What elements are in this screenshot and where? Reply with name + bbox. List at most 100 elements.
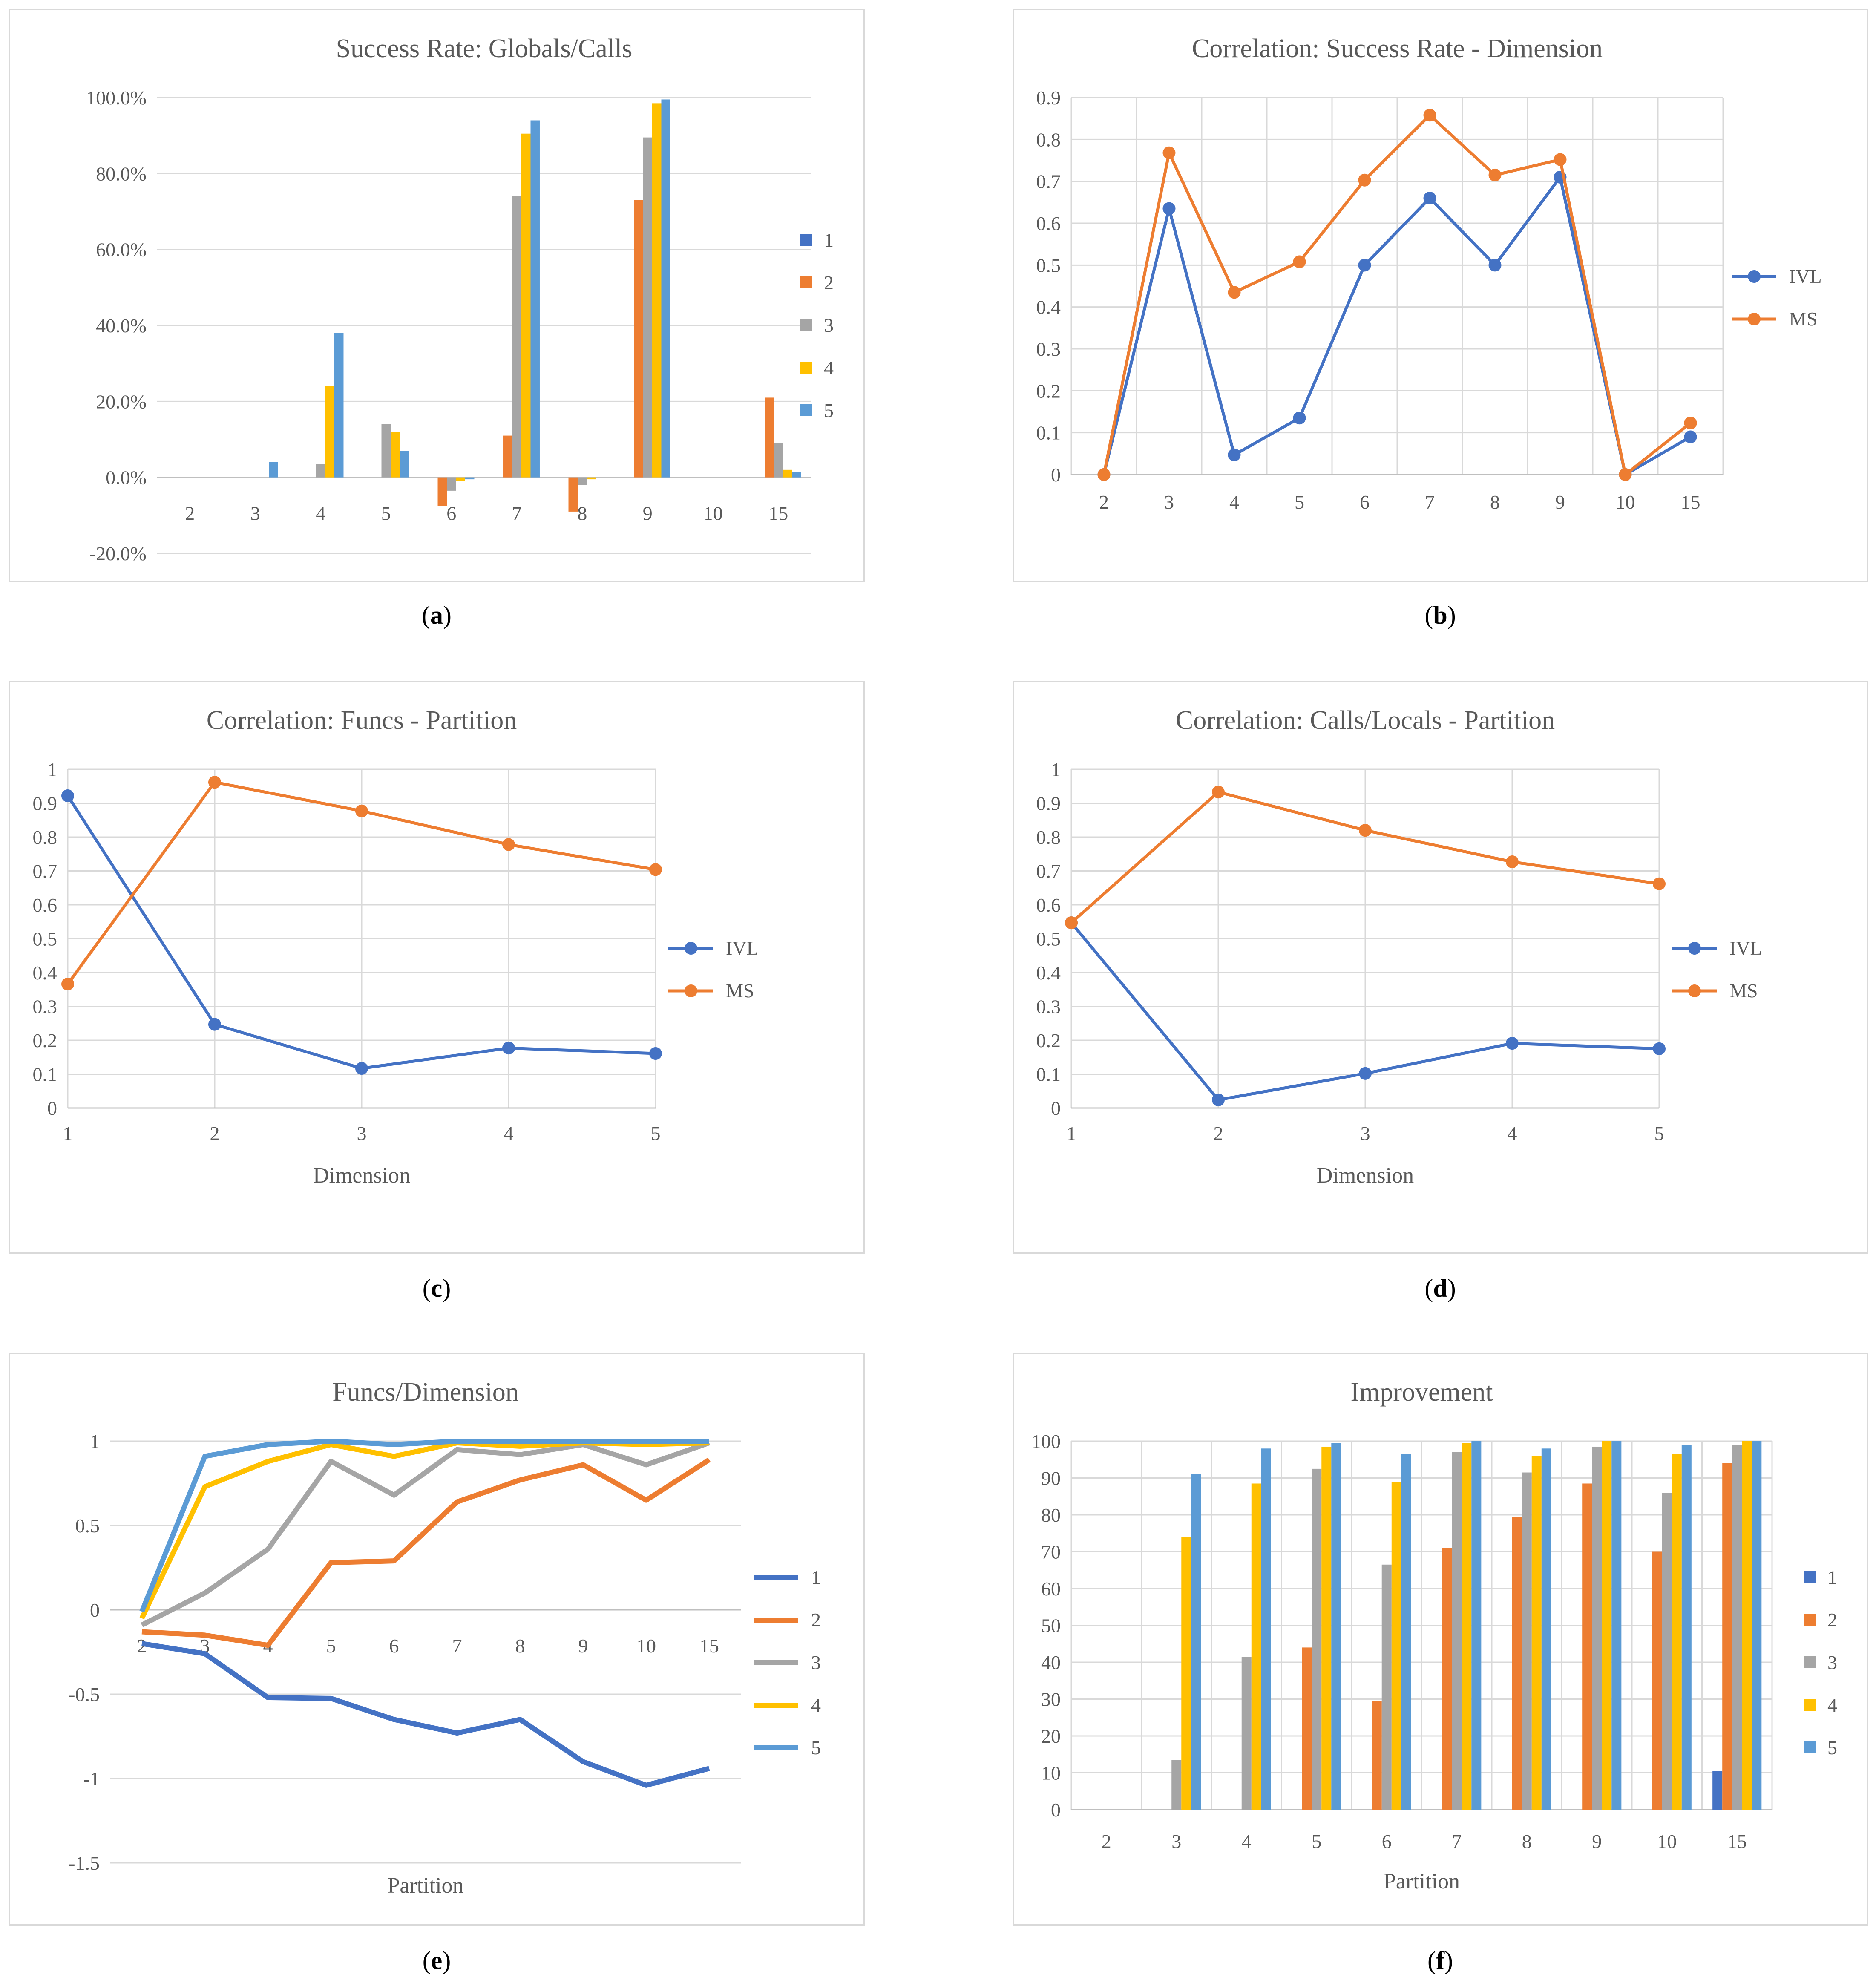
x-axis-title: Dimension (1317, 1163, 1414, 1188)
bar (447, 477, 456, 491)
data-point (355, 804, 368, 817)
bar (325, 386, 334, 478)
caption-d: (d) (1424, 1274, 1456, 1302)
legend-label: MS (726, 980, 754, 1002)
bar (1672, 1454, 1682, 1810)
x-tick-label: 1 (1067, 1123, 1076, 1144)
bar (437, 477, 447, 506)
y-tick-label: 0.8 (33, 826, 58, 848)
bar (643, 137, 652, 478)
chart-panel-c: Correlation: Funcs - Partition 0 0.1 0.2 0.3… (9, 681, 865, 1254)
bar (1662, 1493, 1672, 1810)
bar (1191, 1474, 1201, 1810)
legend-label: 5 (811, 1737, 821, 1759)
y-tick-label: 0.1 (1036, 422, 1061, 444)
x-tick-label: 10 (703, 503, 723, 524)
y-tick-label: 20 (1041, 1725, 1061, 1747)
data-point (1359, 1067, 1372, 1080)
y-tick-label: 100.0% (86, 87, 147, 109)
data-point (1358, 173, 1371, 187)
x-tick-label: 5 (326, 1635, 336, 1657)
y-tick-label: 40 (1041, 1652, 1061, 1673)
x-axis-title: Partition (387, 1874, 463, 1898)
y-tick-label: 0.0% (106, 467, 147, 489)
x-tick-label: 6 (446, 503, 456, 524)
bar (1401, 1454, 1411, 1810)
chart-c-svg: Correlation: Funcs - Partition 0 0.1 0.2 0.3… (33, 706, 759, 1188)
bar (1381, 1564, 1392, 1810)
bar (1181, 1537, 1191, 1810)
y-tick-label: 0.7 (1036, 861, 1061, 882)
y-tick-label: 0.3 (1036, 338, 1061, 360)
x-tick-label: 4 (1508, 1123, 1517, 1144)
y-tick-label: 0.3 (1036, 996, 1061, 1018)
bar (1312, 1468, 1322, 1810)
chart-title: Funcs/Dimension (332, 1378, 518, 1407)
data-point (1684, 430, 1697, 443)
y-tick-label: -1 (83, 1768, 100, 1790)
x-tick-label: 8 (515, 1635, 525, 1657)
caption-b: (b) (1424, 601, 1456, 629)
x-tick-label: 4 (504, 1123, 514, 1144)
x-tick-label: 5 (381, 503, 391, 524)
y-tick-label: 80 (1041, 1504, 1061, 1526)
data-point (1293, 255, 1306, 268)
chart-panel-d: Correlation: Calls/Locals - Partition 0 0.… (1013, 681, 1868, 1254)
legend-marker (685, 984, 697, 997)
legend-label: 1 (824, 229, 834, 251)
legend-label: 4 (1827, 1694, 1837, 1716)
legend-marker (1748, 313, 1761, 325)
bar (1602, 1441, 1612, 1810)
x-tick-label: 10 (1657, 1831, 1677, 1852)
data-point (1228, 448, 1241, 461)
legend-swatch (1804, 1741, 1816, 1753)
chart-title: Correlation: Success Rate - Dimension (1192, 34, 1603, 63)
y-tick-label: 60.0% (96, 239, 147, 261)
chart-panel-f: Improvement 0 10 20 30 40 50 60 70 80 90 100 2 3 4 5 6 7 8… (1013, 1353, 1868, 1926)
legend-swatch (800, 234, 812, 246)
data-point (1162, 146, 1176, 159)
y-tick-label: 0.7 (33, 861, 58, 882)
legend-label: IVL (1729, 937, 1762, 959)
data-point (1423, 109, 1436, 122)
x-tick-label: 8 (1490, 491, 1500, 513)
x-tick-label: 6 (1360, 491, 1370, 513)
bar (1712, 1771, 1723, 1810)
bar (381, 424, 391, 478)
bar (634, 200, 643, 478)
data-point (1506, 1037, 1519, 1050)
bar (1522, 1472, 1532, 1810)
y-tick-label: 60 (1041, 1578, 1061, 1600)
x-axis-title: Partition (1384, 1869, 1460, 1894)
legend-swatch (1804, 1699, 1816, 1711)
bar (530, 120, 540, 478)
x-tick-label: 5 (1654, 1123, 1664, 1144)
legend-label: 3 (824, 314, 834, 336)
x-tick-label: 6 (1382, 1831, 1392, 1852)
bar (587, 477, 596, 480)
x-tick-label: 2 (1102, 1831, 1111, 1852)
caption-f: (f) (1427, 1946, 1453, 1974)
y-tick-label: 50 (1041, 1615, 1061, 1637)
bar (1732, 1445, 1742, 1810)
y-tick-label: 0.9 (1036, 87, 1061, 109)
y-tick-label: 30 (1041, 1689, 1061, 1710)
legend-label: 1 (811, 1566, 821, 1588)
bar (568, 477, 578, 512)
series-line (141, 1457, 711, 1648)
x-tick-label: 3 (1164, 491, 1174, 513)
chart-panel-a: Success Rate: Globals/Calls -20.0% 0.0% 20.… (9, 9, 865, 582)
chart-panel-e: Funcs/Dimension -1.5 -1 -0.5 0 0.5 1 2 3 4 5 6 7 8 9 10… (9, 1353, 865, 1926)
data-point (1684, 417, 1697, 430)
chart-title: Correlation: Calls/Locals - Partition (1176, 706, 1555, 735)
bar (1462, 1443, 1472, 1810)
x-tick-label: 7 (1425, 491, 1435, 513)
bar (1302, 1647, 1312, 1810)
y-tick-label: 10 (1041, 1762, 1061, 1784)
legend-label: 4 (811, 1694, 821, 1716)
x-tick-label: 8 (1522, 1831, 1532, 1852)
data-point (1488, 259, 1502, 272)
y-tick-label: -20.0% (89, 543, 147, 564)
y-tick-label: 0.6 (1036, 213, 1061, 234)
chart-d-svg: Correlation: Calls/Locals - Partition 0 0.… (1036, 706, 1762, 1188)
